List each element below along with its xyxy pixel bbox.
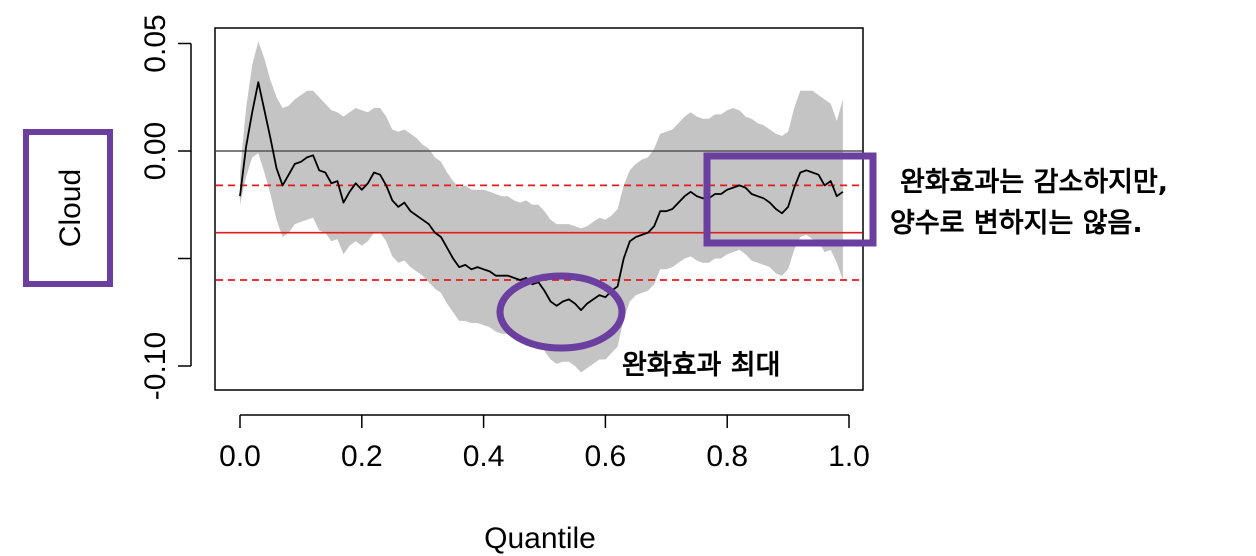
annotation-decrease-line1: 완화효과는 감소하지만, [900,167,1168,198]
x-tick-label-3: 0.6 [585,440,627,473]
x-tick-label-4: 0.8 [706,440,748,473]
series-line [239,81,844,312]
annotation-decrease-line2: 양수로 변하지는 않음. [890,208,1143,239]
reference-lines-layer [216,150,862,281]
series-line-layer [239,81,844,312]
annotation-peak-effect: 완화효과 최대 [622,350,780,381]
ylabel-highlight-box [23,129,113,287]
y-axis-title: Cloud [54,169,87,247]
plot-frame [214,27,864,391]
x-tick-label-2: 0.4 [463,440,505,473]
x-tick-label-0: 0.0 [219,440,261,473]
confidence-band [240,41,843,373]
high-quantile-highlight-box [703,152,877,247]
y-tick-label-2: -0.10 [139,332,172,400]
y-axis: 0.05 0.00 -0.10 [139,14,192,400]
y-tick-label-0: 0.05 [139,14,172,72]
x-tick-label-5: 1.0 [828,440,870,473]
y-tick-label-1: 0.00 [139,122,172,180]
peak-effect-highlight-ellipse [496,272,626,352]
confidence-band-layer [240,41,843,373]
x-axis-title: Quantile [484,522,596,555]
x-axis: 0.0 0.2 0.4 0.6 0.8 1.0 [219,414,870,473]
x-tick-label-1: 0.2 [341,440,383,473]
